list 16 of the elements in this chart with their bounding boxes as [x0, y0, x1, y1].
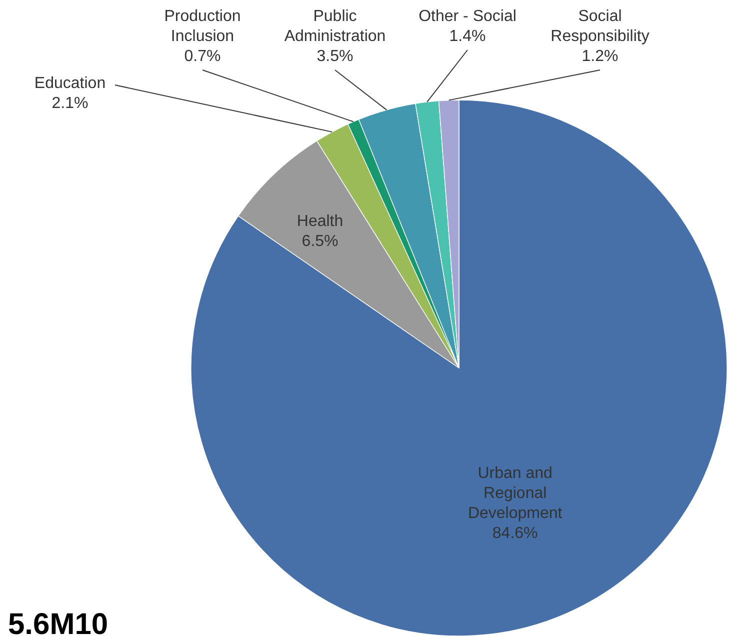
slice-label: Other - Social: [418, 8, 516, 25]
slice-label: Production Inclusion: [164, 8, 241, 45]
data-label: 1.2%: [582, 48, 618, 65]
slice-label: Education: [34, 75, 106, 92]
pie-slice: [190, 100, 728, 636]
data-label: 0.7%: [184, 48, 221, 65]
slice-label: Public Administration: [284, 8, 386, 45]
slice-label: Social Responsibility: [550, 8, 650, 45]
data-label: 84.6%: [492, 524, 538, 542]
data-label: 1.4%: [449, 28, 486, 45]
data-label: 6.5%: [302, 232, 338, 250]
slice-label: Health: [296, 212, 344, 230]
text: 5.6M10: [8, 608, 108, 641]
slice-label: Urban and Regional Development: [468, 464, 563, 522]
data-label: 3.5%: [316, 48, 354, 65]
data-label: 2.1%: [52, 95, 88, 112]
